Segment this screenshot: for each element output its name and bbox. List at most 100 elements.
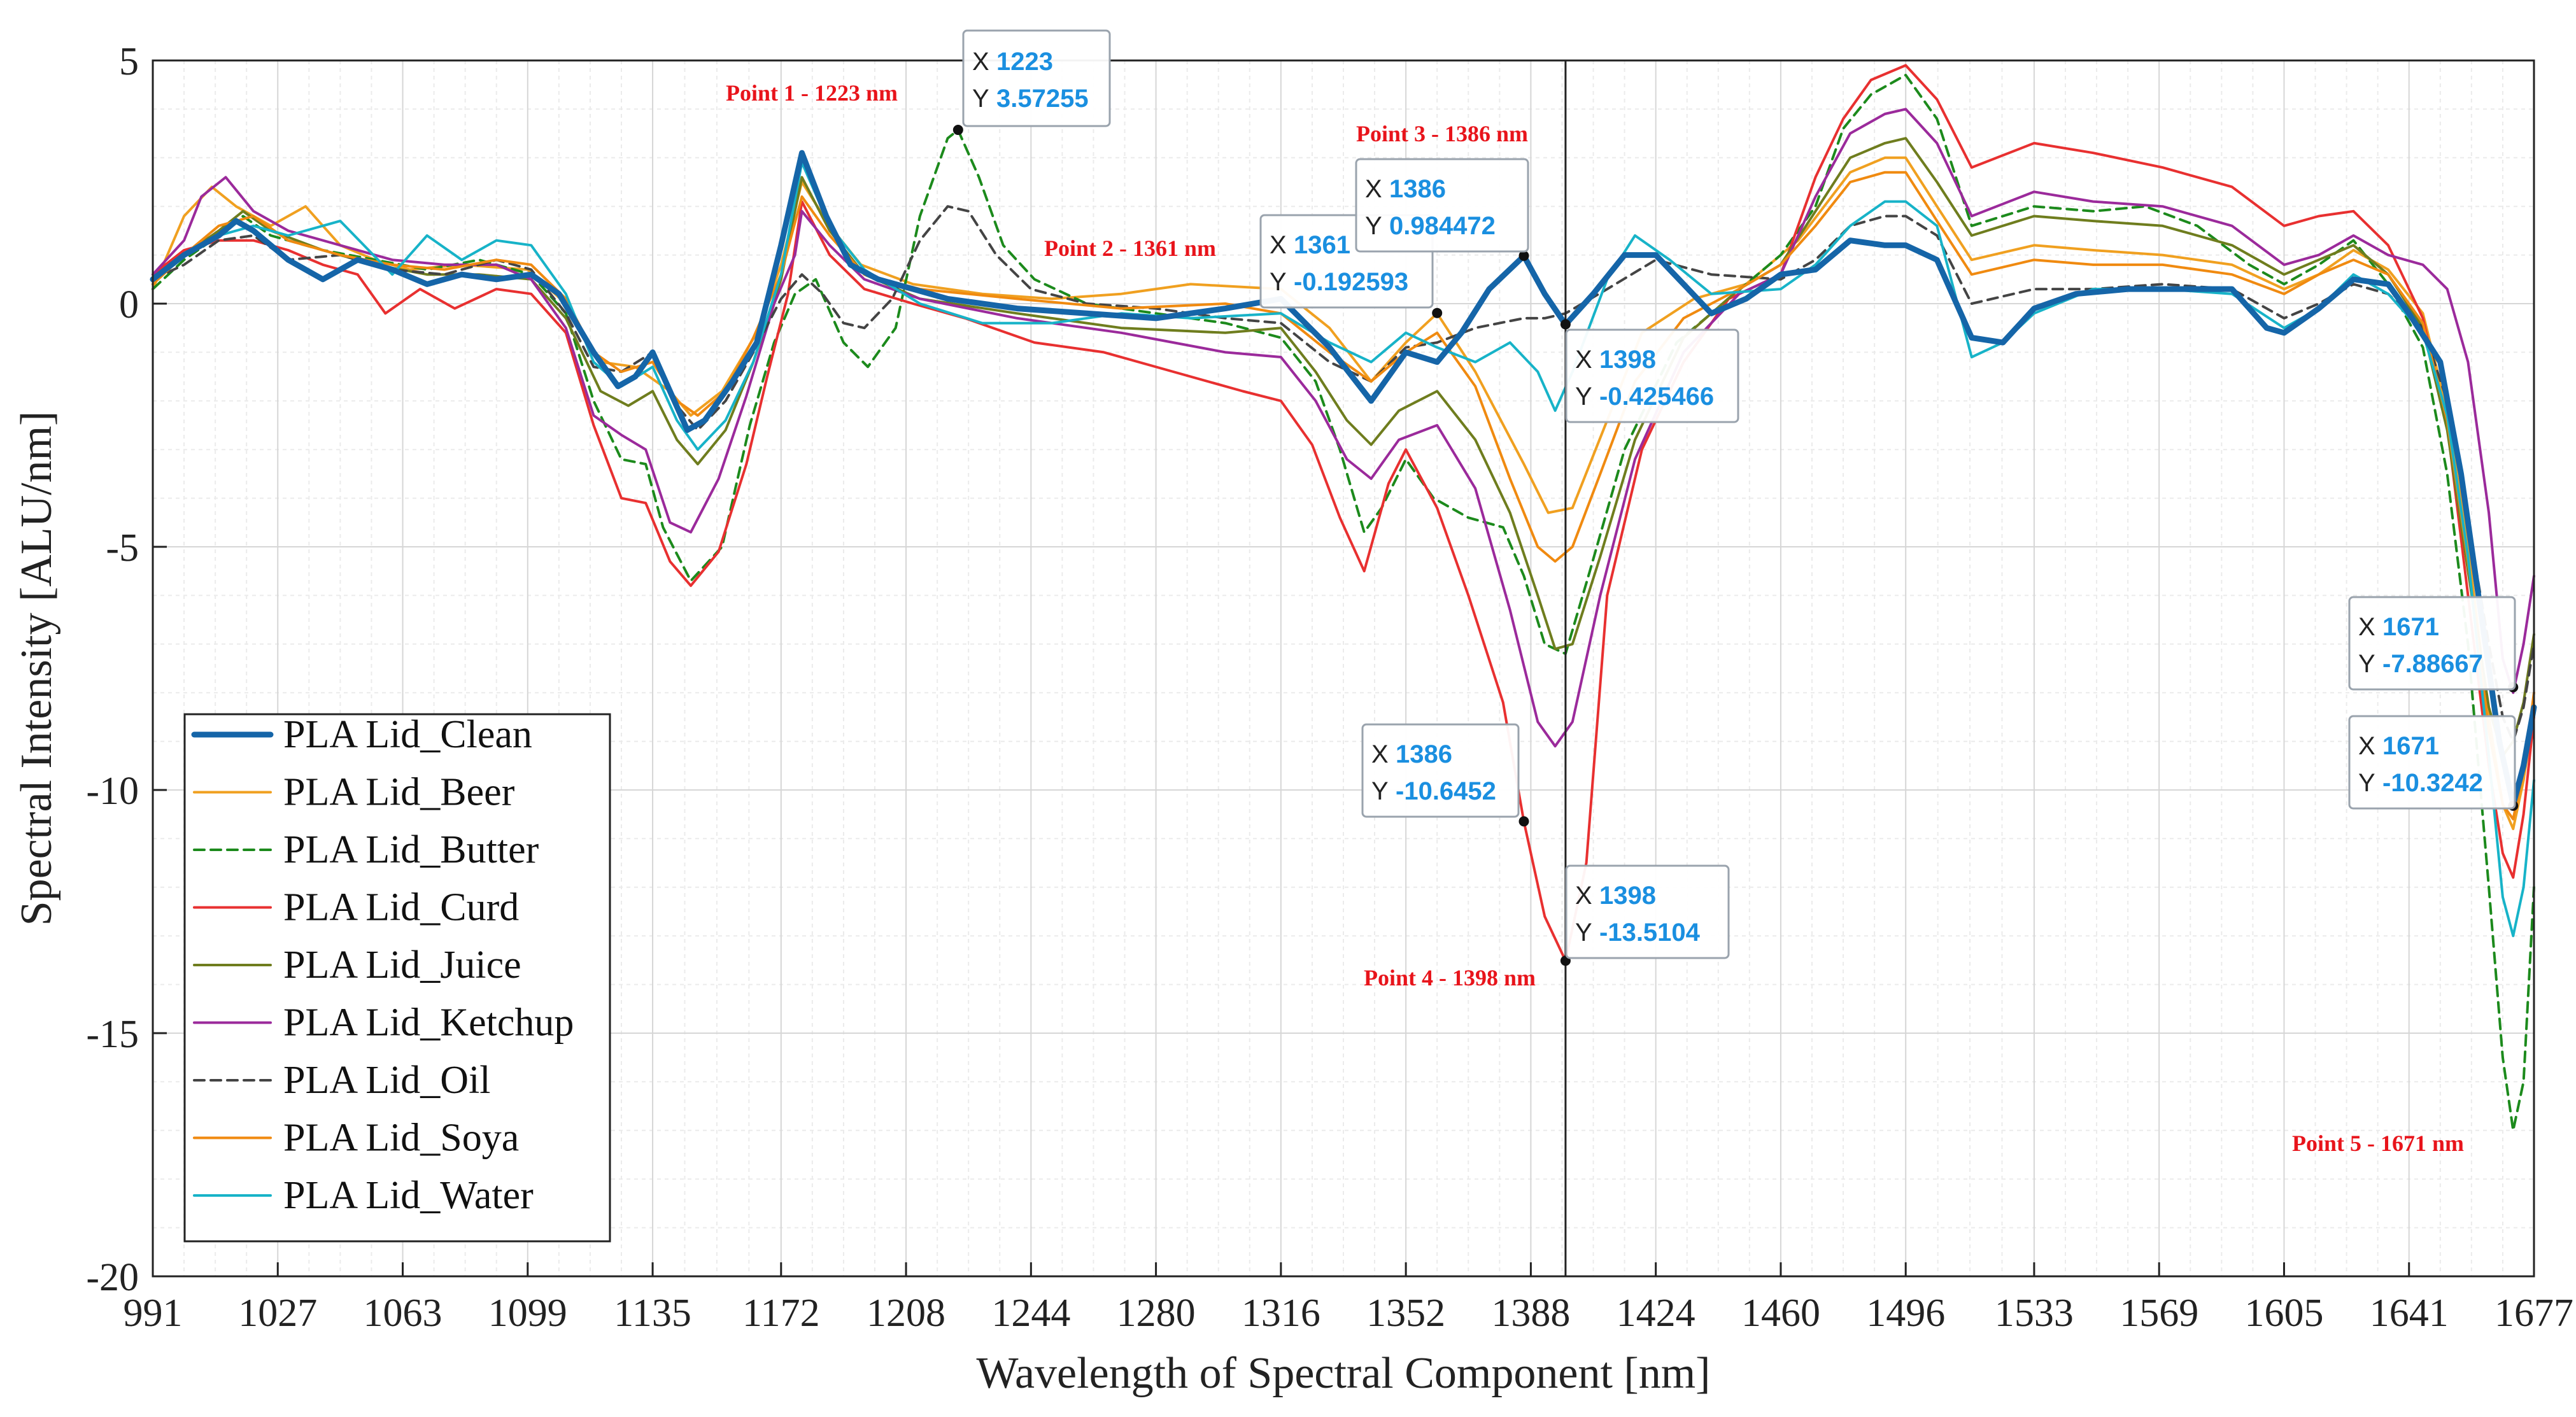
annotation-point-3: Point 3 - 1386 nm <box>1356 121 1528 146</box>
datatip-x-value: 1361 <box>1294 231 1350 259</box>
legend-label: PLA Lid_Soya <box>283 1117 519 1160</box>
x-tick-label: 1388 <box>1491 1292 1570 1335</box>
datatip-y-value: -10.6452 <box>1396 777 1496 805</box>
series-line-pla-lid-juice <box>152 137 2535 758</box>
x-tick-label: 1352 <box>1366 1292 1445 1335</box>
datatip-y-key: Y <box>2358 769 2375 797</box>
datatip-x-key: X <box>2358 613 2375 641</box>
x-tick-label: 1677 <box>2495 1292 2573 1335</box>
x-tick-label: 1063 <box>364 1292 442 1335</box>
datatip-x-key: X <box>1270 231 1287 259</box>
datatip-y-value: -0.425466 <box>1599 383 1714 411</box>
datatip-x-key: X <box>972 48 989 76</box>
x-tick-label: 1172 <box>742 1292 820 1335</box>
datatip-x-value: 1386 <box>1389 175 1446 203</box>
datatip-marker[interactable] <box>1560 319 1571 330</box>
datatip-x-value: 1398 <box>1599 346 1656 374</box>
legend-label: PLA Lid_Butter <box>283 828 539 871</box>
y-tick-label: -10 <box>86 770 139 813</box>
x-tick-label: 1280 <box>1117 1292 1196 1335</box>
x-tick-label: 1496 <box>1866 1292 1945 1335</box>
legend-label: PLA Lid_Clean <box>283 713 532 756</box>
datatip-y-key: Y <box>1365 212 1382 240</box>
x-tick-label: 1208 <box>867 1292 945 1335</box>
annotation-point-2: Point 2 - 1361 nm <box>1044 236 1216 261</box>
legend-label: PLA Lid_Water <box>283 1174 534 1217</box>
plot-frame <box>152 59 2535 1278</box>
x-tick-label: 1135 <box>614 1292 691 1335</box>
datatip-box <box>2348 596 2516 691</box>
y-tick-label: 0 <box>119 283 139 327</box>
datatip-x-key: X <box>1371 740 1389 768</box>
datatip-1386-upper[interactable]: X 1386 Y 0.984472 <box>1355 158 1529 253</box>
datatip-1386-lower[interactable]: X 1386 Y -10.6452 <box>1361 723 1520 818</box>
x-tick-label: 1244 <box>991 1292 1070 1335</box>
datatip-1671-lower[interactable]: X 1671 Y -10.3242 <box>2348 715 2516 810</box>
series-line-pla-lid-clean <box>150 150 2537 808</box>
datatip-x-value: 1223 <box>996 48 1053 76</box>
datatip-y-key: Y <box>1371 777 1389 805</box>
legend-box <box>183 713 611 1243</box>
x-tick-label: 1316 <box>1242 1292 1320 1335</box>
legend-label: PLA Lid_Beer <box>283 771 515 814</box>
x-tick-label: 991 <box>124 1292 183 1335</box>
y-tick-label: 5 <box>119 40 139 83</box>
datatip-x-value: 1671 <box>2382 613 2439 641</box>
legend-label: PLA Lid_Curd <box>283 886 519 929</box>
datatip-y-key: Y <box>1270 268 1287 296</box>
series-line-pla-lid-curd <box>152 64 2535 962</box>
y-axis-title: Spectral Intensity [ALU/nm] <box>12 411 61 926</box>
datatip-marker[interactable] <box>1518 816 1529 827</box>
datatip-y-value: -7.88667 <box>2382 650 2483 678</box>
legend: PLA Lid_Clean PLA Lid_Beer PLA Lid_Butter P… <box>183 713 611 1243</box>
annotation-point-1: Point 1 - 1223 nm <box>726 80 898 106</box>
datatip-x-key: X <box>1365 175 1382 203</box>
x-tick-label: 1424 <box>1617 1292 1695 1335</box>
annotation-point-5: Point 5 - 1671 nm <box>2292 1131 2464 1156</box>
datatip-y-value: -10.3242 <box>2382 769 2483 797</box>
series-group <box>150 64 2537 1132</box>
datatip-1398-upper[interactable]: X 1398 Y -0.425466 <box>1565 328 1739 423</box>
datatip-box <box>2348 715 2516 810</box>
x-tick-label: 1641 <box>2370 1292 2449 1335</box>
datatip-x-key: X <box>1575 346 1592 374</box>
datatip-y-key: Y <box>972 85 989 113</box>
series-line-pla-lid-butter <box>152 73 2535 1132</box>
x-tick-label: 1099 <box>488 1292 567 1335</box>
y-tick-label: -20 <box>86 1256 139 1299</box>
datatip-y-value: 0.984472 <box>1389 212 1496 240</box>
y-tick-label: -5 <box>106 526 139 570</box>
legend-label: PLA Lid_Juice <box>283 943 521 987</box>
x-axis-ticks: 991 1027 1063 1099 1135 1172 1208 1244 1280 1316 1… <box>124 1262 2573 1335</box>
datatip-box <box>1565 328 1739 423</box>
legend-label: PLA Lid_Oil <box>283 1059 491 1102</box>
datatip-box <box>1361 723 1520 818</box>
datatip-x-key: X <box>2358 732 2375 760</box>
series-line-pla-lid-oil <box>152 205 2535 743</box>
datatip-1223[interactable]: X 1223 Y 3.57255 <box>962 29 1111 127</box>
x-axis-title: Wavelength of Spectral Component [nm] <box>977 1349 1711 1398</box>
datatip-marker[interactable] <box>1432 307 1443 318</box>
x-tick-label: 1460 <box>1741 1292 1820 1335</box>
datatip-x-value: 1671 <box>2382 732 2439 760</box>
y-tick-label: -15 <box>86 1013 139 1056</box>
datatip-1671-upper[interactable]: X 1671 Y -7.88667 <box>2348 596 2516 691</box>
datatip-box <box>1355 158 1529 253</box>
datatip-1398-lower[interactable]: X 1398 Y -13.5104 <box>1565 864 1730 959</box>
series-line-pla-lid-ketchup <box>152 108 2535 748</box>
datatip-y-key: Y <box>1575 919 1592 947</box>
datatip-marker[interactable] <box>1518 250 1529 261</box>
datatip-y-key: Y <box>1575 383 1592 411</box>
datatip-x-key: X <box>1575 882 1592 910</box>
annotations: Point 1 - 1223 nm Point 2 - 1361 nm Poin… <box>726 80 2464 1156</box>
datatip-box <box>962 29 1111 127</box>
datatip-y-value: 3.57255 <box>996 85 1089 113</box>
datatip-marker[interactable] <box>952 125 963 136</box>
datatip-y-key: Y <box>2358 650 2375 678</box>
series-line-pla-lid-water <box>152 161 2535 938</box>
x-tick-label: 1569 <box>2120 1292 2198 1335</box>
datatip-x-value: 1386 <box>1396 740 1452 768</box>
x-tick-label: 1027 <box>238 1292 317 1335</box>
datatip-x-value: 1398 <box>1599 882 1656 910</box>
